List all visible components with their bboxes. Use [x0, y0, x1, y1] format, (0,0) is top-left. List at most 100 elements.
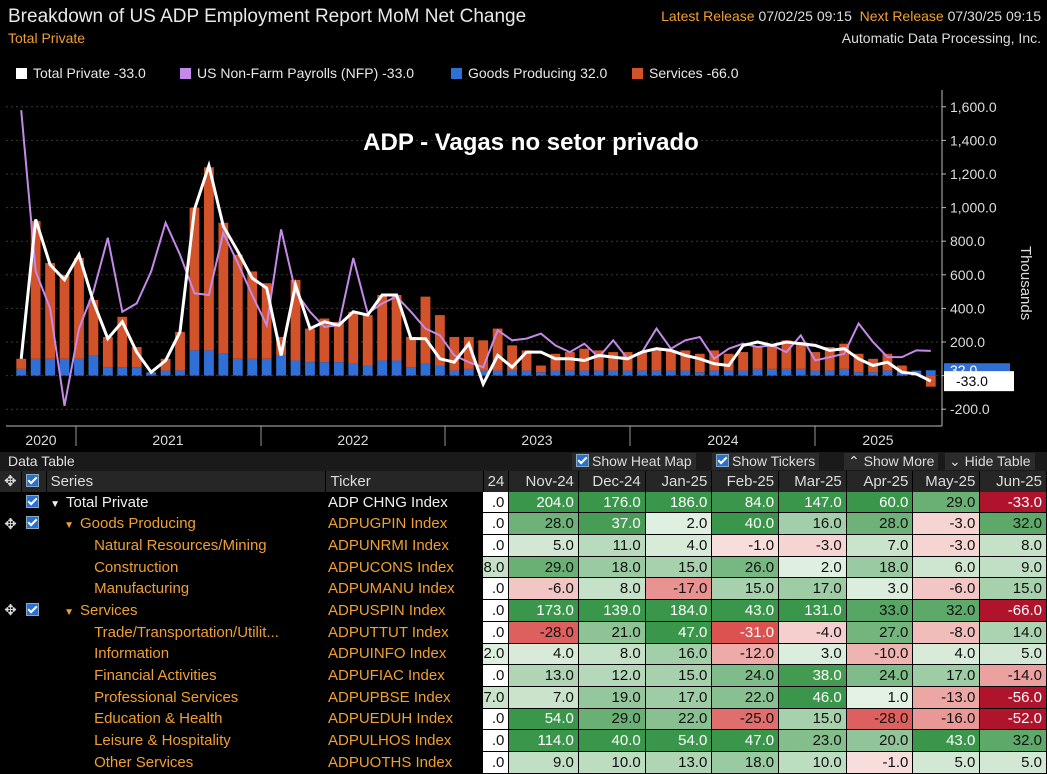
- series-name-cell[interactable]: Financial Activities: [46, 665, 326, 687]
- value-cell[interactable]: 10.0: [578, 751, 646, 774]
- ticker-cell[interactable]: ADPUINFO Index: [327, 645, 447, 663]
- value-cell[interactable]: 27.0: [846, 621, 914, 644]
- value-cell[interactable]: 147.0: [778, 491, 847, 514]
- value-cell[interactable]: -8.0: [912, 621, 981, 644]
- value-cell[interactable]: 13.0: [508, 664, 579, 687]
- value-cell[interactable]: -31.0: [711, 621, 780, 644]
- value-cell[interactable]: 131.0: [778, 599, 847, 622]
- value-cell[interactable]: 17.0: [645, 686, 713, 709]
- value-cell[interactable]: 9.0: [979, 556, 1047, 579]
- ticker-cell[interactable]: ADPUEDUH Index: [327, 710, 454, 728]
- value-cell[interactable]: -56.0: [979, 686, 1047, 709]
- value-cell[interactable]: -10.0: [846, 643, 914, 666]
- value-cell[interactable]: .0: [483, 534, 510, 557]
- ticker-cell[interactable]: ADPUSPIN Index: [327, 601, 446, 619]
- value-cell[interactable]: 26.0: [711, 556, 780, 579]
- series-name-cell[interactable]: Construction: [46, 556, 326, 578]
- ticker-cell[interactable]: ADPUFIAC Index: [327, 667, 445, 685]
- row-checkbox[interactable]: [21, 492, 46, 513]
- legend-item-total-private[interactable]: Total Private -33.0: [16, 65, 146, 81]
- value-cell[interactable]: 8.0: [578, 577, 646, 601]
- value-cell[interactable]: 9.0: [508, 751, 579, 774]
- series-name-cell[interactable]: ▼ Total Private: [46, 492, 326, 513]
- series-name-cell[interactable]: Education & Health: [46, 708, 326, 730]
- value-cell[interactable]: 32.0: [912, 599, 981, 622]
- value-cell[interactable]: 4.0: [912, 643, 981, 666]
- value-cell[interactable]: 2.0: [483, 643, 510, 666]
- value-cell[interactable]: 84.0: [711, 491, 780, 514]
- hide-table-button[interactable]: ⌄ Hide Table: [945, 453, 1035, 470]
- value-cell[interactable]: .0: [483, 599, 510, 622]
- value-cell[interactable]: 12.0: [578, 664, 646, 687]
- value-cell[interactable]: 3.0: [778, 643, 847, 666]
- expand-triangle-icon[interactable]: ▼: [64, 520, 74, 532]
- ticker-cell[interactable]: ADPULHOS Index: [327, 732, 452, 750]
- ticker-cell[interactable]: ADPUGPIN Index: [327, 515, 448, 533]
- legend-item-services[interactable]: Services -66.0: [632, 65, 738, 81]
- value-cell[interactable]: -6.0: [912, 577, 981, 601]
- value-cell[interactable]: 40.0: [711, 512, 780, 536]
- col-header-prev[interactable]: 24: [483, 471, 510, 492]
- expand-triangle-icon[interactable]: ▼: [64, 606, 74, 618]
- table-row[interactable]: Financial Activities ADPUFIAC Index .0 13.0…: [0, 664, 1047, 687]
- col-header-feb25[interactable]: Feb-25: [711, 471, 780, 492]
- value-cell[interactable]: 15.0: [778, 708, 847, 731]
- show-heat-map-toggle[interactable]: Show Heat Map: [572, 453, 696, 470]
- series-name-cell[interactable]: Other Services: [46, 751, 326, 773]
- value-cell[interactable]: 8.0: [483, 556, 510, 579]
- table-row[interactable]: Other Services ADPUOTHS Index .0 9.0 10.0 13.…: [0, 751, 1047, 774]
- value-cell[interactable]: -3.0: [912, 534, 981, 557]
- value-cell[interactable]: 4.0: [645, 534, 713, 557]
- value-cell[interactable]: 43.0: [912, 729, 981, 752]
- value-cell[interactable]: -12.0: [711, 643, 780, 666]
- ticker-cell[interactable]: ADP CHNG Index: [327, 493, 448, 511]
- value-cell[interactable]: 28.0: [846, 512, 914, 536]
- col-header-nov24[interactable]: Nov-24: [508, 471, 579, 492]
- col-header-dec24[interactable]: Dec-24: [578, 471, 646, 492]
- value-cell[interactable]: 17.0: [778, 577, 847, 601]
- value-cell[interactable]: 29.0: [508, 556, 579, 579]
- value-cell[interactable]: 11.0: [578, 534, 646, 557]
- row-checkbox[interactable]: [21, 513, 46, 535]
- value-cell[interactable]: 5.0: [508, 534, 579, 557]
- value-cell[interactable]: 47.0: [645, 621, 713, 644]
- value-cell[interactable]: 15.0: [979, 577, 1047, 601]
- series-name-cell[interactable]: Leisure & Hospitality: [46, 730, 326, 752]
- table-row[interactable]: Education & Health ADPUEDUH Index .0 54.0 29…: [0, 708, 1047, 731]
- value-cell[interactable]: 20.0: [846, 729, 914, 752]
- value-cell[interactable]: 3.0: [846, 577, 914, 601]
- value-cell[interactable]: 7.0: [483, 686, 510, 709]
- ticker-cell[interactable]: ADPUMANU Index: [327, 580, 455, 598]
- col-header-series[interactable]: Series: [46, 471, 327, 492]
- ticker-cell[interactable]: ADPUPBSE Index: [327, 688, 451, 706]
- value-cell[interactable]: 22.0: [711, 686, 780, 709]
- value-cell[interactable]: .0: [483, 621, 510, 644]
- value-cell[interactable]: 29.0: [578, 708, 646, 731]
- value-cell[interactable]: 14.0: [979, 621, 1047, 644]
- value-cell[interactable]: .0: [483, 664, 510, 687]
- col-header-apr25[interactable]: Apr-25: [846, 471, 914, 492]
- value-cell[interactable]: 5.0: [979, 643, 1047, 666]
- crosshair-icon[interactable]: ✥: [4, 515, 17, 533]
- series-name-cell[interactable]: Professional Services: [46, 686, 326, 708]
- value-cell[interactable]: -13.0: [912, 686, 981, 709]
- col-header-may25[interactable]: May-25: [912, 471, 981, 492]
- value-cell[interactable]: 32.0: [979, 729, 1047, 752]
- value-cell[interactable]: 15.0: [711, 577, 780, 601]
- value-cell[interactable]: -33.0: [979, 491, 1047, 514]
- legend-item-goods-producing[interactable]: Goods Producing 32.0: [451, 65, 607, 81]
- ticker-cell[interactable]: ADPUNRMI Index: [327, 536, 449, 554]
- value-cell[interactable]: 2.0: [778, 556, 847, 579]
- value-cell[interactable]: 18.0: [711, 751, 780, 774]
- legend-item-nfp[interactable]: US Non-Farm Payrolls (NFP) -33.0: [180, 65, 414, 81]
- value-cell[interactable]: 10.0: [778, 751, 847, 774]
- table-row[interactable]: Professional Services ADPUPBSE Index 7.0 7.…: [0, 686, 1047, 709]
- value-cell[interactable]: -3.0: [912, 512, 981, 536]
- value-cell[interactable]: -25.0: [711, 708, 780, 731]
- value-cell[interactable]: 8.0: [979, 534, 1047, 557]
- series-name-cell[interactable]: Information: [46, 643, 326, 665]
- series-name-cell[interactable]: Manufacturing: [46, 578, 326, 600]
- value-cell[interactable]: 7.0: [508, 686, 579, 709]
- value-cell[interactable]: 114.0: [508, 729, 579, 752]
- value-cell[interactable]: 17.0: [912, 664, 981, 687]
